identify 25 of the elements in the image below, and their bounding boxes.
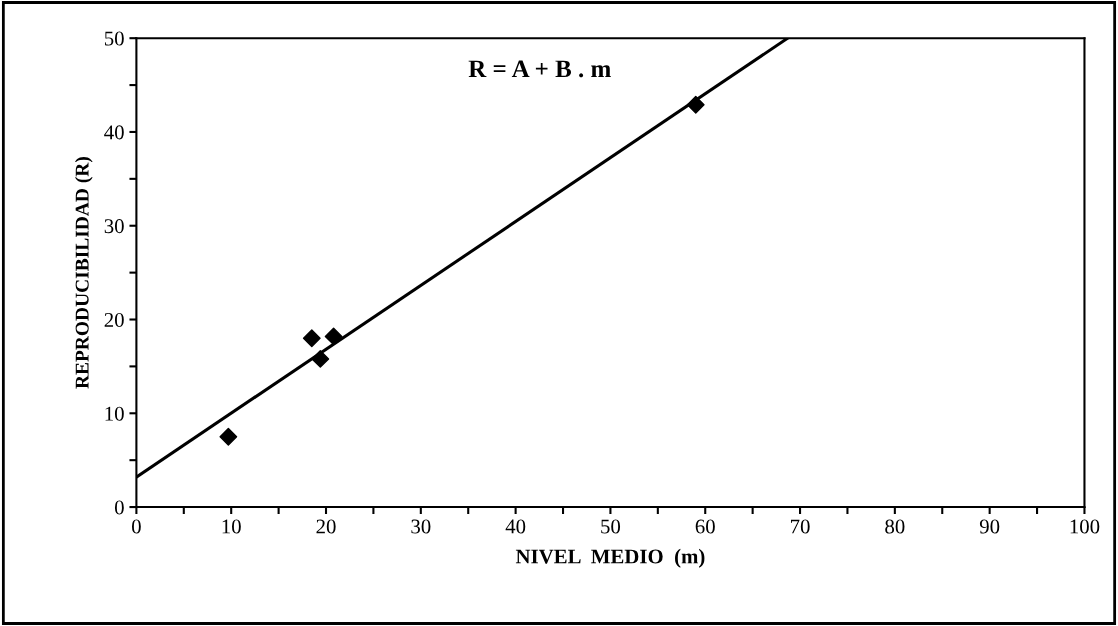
point	[311, 349, 330, 368]
annotation: R = A + B . m	[468, 60, 611, 78]
y-tick-label: 40	[104, 125, 124, 140]
y-tick-label: 10	[105, 406, 124, 421]
x-tick-label: 60	[695, 519, 715, 534]
point	[302, 329, 321, 348]
x-tick-label: 90	[979, 519, 1000, 534]
x-tick-label: 70	[791, 519, 810, 534]
point	[219, 427, 238, 446]
x-tick-label: 0	[131, 519, 141, 534]
x-tick-label: 30	[411, 519, 431, 534]
y-tick-label: 30	[104, 219, 124, 234]
x-tick-label: 10	[222, 519, 241, 534]
x-tick-label: 20	[316, 519, 336, 534]
point	[324, 327, 343, 346]
x-tick-label: 40	[505, 519, 526, 534]
y-tick-label: 50	[104, 31, 124, 46]
point	[686, 95, 705, 114]
x-axis-title: NIVEL MEDIO (m)	[515, 548, 705, 568]
x-tick-label: 100	[1070, 519, 1100, 534]
x-tick-label: 50	[601, 519, 621, 534]
y-axis-title: REPRODUCIBILIDAD (R)	[75, 157, 93, 389]
x-tick-label: 80	[885, 519, 905, 534]
y-tick-label: 20	[104, 312, 124, 327]
y-tick-label: 0	[114, 500, 124, 515]
